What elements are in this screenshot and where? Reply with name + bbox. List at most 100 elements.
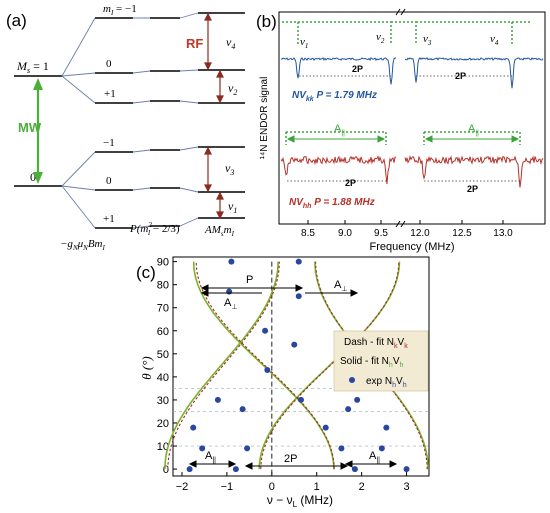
tick-label: 90 xyxy=(157,257,169,269)
tick-label: 50 xyxy=(157,349,169,361)
fan-line xyxy=(61,17,96,77)
tick-label: 30 xyxy=(157,395,169,407)
tick-label: 9.5 xyxy=(374,228,388,239)
nu4-label-b: ν4 xyxy=(490,33,499,47)
connector xyxy=(179,187,199,193)
twoP-label-c: 2P xyxy=(284,453,297,465)
panel-c: (c) 0 10 20 30 40 50 60 70 80 90 −2 −1 0 1 2 3 θ (°) ν… xyxy=(136,256,430,509)
tick-label: 1 xyxy=(314,481,320,493)
arrowhead xyxy=(295,284,304,292)
tick-label: −1 xyxy=(221,481,234,493)
arrowhead xyxy=(340,462,349,470)
arrowhead xyxy=(204,62,212,71)
zeeman-term: −gNμNBmI xyxy=(60,238,105,252)
tick-label: 40 xyxy=(157,372,169,384)
data-point xyxy=(199,445,206,452)
mi-label: 0 xyxy=(106,175,112,187)
fan-line xyxy=(61,185,96,191)
connector xyxy=(179,217,199,227)
data-point xyxy=(244,445,251,452)
b-xtick-marks xyxy=(307,220,504,224)
tick-label: 80 xyxy=(157,280,169,292)
arrowhead xyxy=(200,289,209,297)
mi-top-label: mI = −1 xyxy=(103,3,137,17)
connector xyxy=(132,187,151,191)
arrowhead xyxy=(389,460,398,468)
arrowhead xyxy=(511,135,520,143)
arrowhead xyxy=(244,462,253,470)
arrowhead xyxy=(188,460,197,468)
tick-label: 9.0 xyxy=(338,228,352,239)
tick-label: 0 xyxy=(163,464,169,476)
A-par-markers xyxy=(285,131,521,145)
arrowhead xyxy=(216,95,224,104)
legend-solid: Solid - fit NhVh xyxy=(340,356,403,369)
connector xyxy=(132,70,151,74)
data-point xyxy=(264,366,271,373)
rf-arrows xyxy=(204,12,224,220)
break-mark xyxy=(400,220,406,228)
tick-label: −2 xyxy=(176,481,189,493)
data-point xyxy=(239,406,246,413)
A-perp-label: A⊥ xyxy=(334,279,347,293)
twoP-label: 2P xyxy=(467,184,478,194)
twoP-label: 2P xyxy=(345,178,356,188)
nvkk-label: NVkk P = 1.79 MHz xyxy=(292,90,377,103)
data-point xyxy=(383,424,390,431)
hyperfine-term: AMsmI xyxy=(204,224,235,238)
tick-label: 3 xyxy=(403,481,409,493)
legend-dot xyxy=(349,377,355,383)
data-point xyxy=(214,396,221,403)
connector xyxy=(179,146,199,151)
A-par-arrows xyxy=(286,135,520,143)
fan-line xyxy=(61,185,96,229)
tick-label: 8.5 xyxy=(301,228,315,239)
panel-c-label: (c) xyxy=(136,263,156,282)
fit-dash-curve xyxy=(315,261,428,470)
b-ylabel: ¹⁴N ENDOR signal xyxy=(259,77,270,160)
panel-b: (b) ν1 ν2 ν3 ν4 2P 2P NVkk P = 1.79 MHz xyxy=(256,8,546,253)
arrowhead xyxy=(216,69,224,78)
arrowhead xyxy=(286,135,295,143)
arrowhead xyxy=(216,191,224,200)
data-point xyxy=(351,466,358,473)
fit-dash-curve xyxy=(167,261,280,470)
arrowhead xyxy=(204,184,212,193)
connector xyxy=(132,100,151,104)
data-point xyxy=(226,288,233,295)
arrowhead xyxy=(204,12,212,21)
tick-label: 13.0 xyxy=(493,228,513,239)
connector xyxy=(179,100,199,104)
break-mark xyxy=(400,8,406,16)
tick-label: 12.5 xyxy=(452,228,472,239)
mw-label: MW xyxy=(18,120,42,135)
A-par-label: A|| xyxy=(334,123,345,137)
tick-label: 60 xyxy=(157,326,169,338)
nu2-label: ν2 xyxy=(228,81,237,97)
panel-a: (a) Ms = 1 0 mI = −1 0 +1 −1 0 +1 xyxy=(6,3,245,252)
A-par-label: A|| xyxy=(369,450,380,464)
c-points xyxy=(186,258,410,473)
break-mark xyxy=(395,8,401,16)
fan-line xyxy=(61,72,96,77)
data-point xyxy=(291,341,298,348)
nu3-label: ν3 xyxy=(225,161,234,177)
mi-label: 0 xyxy=(106,58,112,70)
break-mark xyxy=(395,220,401,228)
tick-label: 10 xyxy=(157,441,169,453)
mi-label: +1 xyxy=(103,213,115,225)
plot-frame-b xyxy=(278,11,546,225)
c-grid xyxy=(173,388,429,447)
axis-break xyxy=(395,8,406,228)
nvhh-spectrum xyxy=(280,155,544,188)
data-point xyxy=(190,424,197,431)
data-point xyxy=(186,466,193,473)
connector xyxy=(132,149,151,153)
fit-dash-curve xyxy=(260,261,400,470)
rf-label: RF xyxy=(186,36,203,51)
nvkk-spectrum xyxy=(280,57,544,89)
A-perp-label: A⊥ xyxy=(224,297,237,311)
arrowhead xyxy=(204,146,212,155)
panel-b-label: (b) xyxy=(256,12,277,31)
fan-line xyxy=(61,75,96,104)
